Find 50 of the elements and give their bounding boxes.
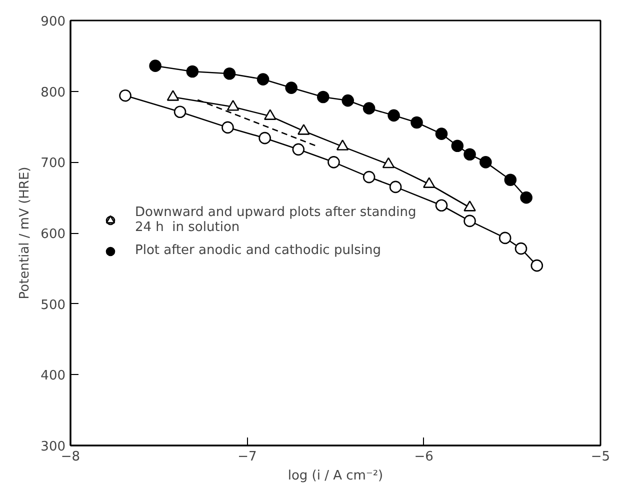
legend-label: Plot after anodic and cathodic pulsing: [135, 243, 381, 258]
point: [119, 89, 132, 102]
point: [422, 177, 436, 188]
point: [292, 143, 305, 156]
point: [298, 124, 310, 135]
point: [342, 94, 354, 107]
point: [256, 73, 270, 86]
point: [520, 191, 532, 204]
point: [362, 170, 376, 184]
y-tick-label: 900: [40, 14, 66, 30]
point: [382, 157, 395, 168]
point: [328, 156, 340, 168]
y-tick-label: 800: [40, 85, 66, 100]
y-tick-label: 700: [40, 156, 66, 172]
point: [514, 242, 528, 255]
y-axis-title: Potential / mV (HRE): [18, 166, 33, 300]
point: [362, 102, 376, 114]
y-tick-label: 500: [40, 298, 66, 313]
point: [480, 156, 492, 168]
x-tick-label: −5: [590, 450, 610, 464]
point: [223, 67, 236, 80]
point: [316, 90, 330, 104]
point: [388, 109, 400, 122]
point: [435, 128, 448, 140]
point: [530, 259, 544, 272]
point: [166, 90, 180, 101]
point: [504, 174, 517, 186]
x-tick-label: −6: [414, 450, 434, 464]
y-tick-label: 600: [40, 227, 66, 242]
point: [464, 214, 476, 228]
x-axis-title: log (i / A cm⁻²): [288, 468, 384, 484]
point: [264, 109, 276, 120]
point: [285, 82, 298, 94]
point: [451, 140, 464, 152]
point: [222, 121, 234, 134]
y-tick-label: 400: [40, 368, 66, 384]
point: [435, 199, 448, 212]
point: [410, 116, 423, 129]
point: [186, 65, 199, 78]
point: [226, 100, 240, 111]
point: [498, 232, 512, 244]
x-tick-label: −7: [238, 450, 257, 464]
point: [464, 200, 476, 212]
point: [336, 140, 349, 150]
legend-label: Downward and upward plots after standing 24 h in solution: [135, 204, 416, 234]
point: [258, 132, 271, 144]
point: [149, 60, 162, 72]
point: [174, 106, 186, 118]
point: [389, 180, 402, 194]
point: [464, 148, 476, 161]
